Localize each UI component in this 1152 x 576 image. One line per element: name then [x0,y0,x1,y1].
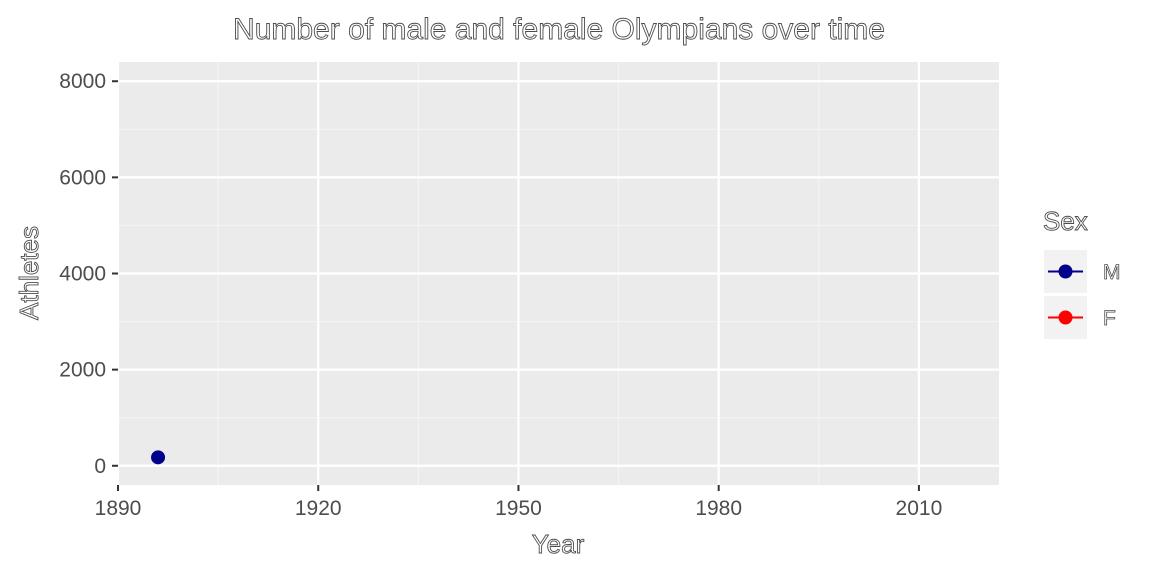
x-tick-label: 1920 [295,497,342,520]
data-point-m [151,450,166,465]
legend-label-m: M [1103,261,1121,284]
y-axis: 0 2000 4000 6000 8000 [59,70,118,478]
legend-label-f: F [1103,307,1116,330]
x-tick-label: 2010 [896,497,943,520]
y-axis-title: Athletes [14,226,44,320]
data-points [151,450,166,465]
y-tick-label: 8000 [59,70,106,93]
y-tick-label: 2000 [59,359,106,382]
x-axis-title: Year [532,529,585,559]
legend-key-point [1058,264,1073,279]
legend: Sex MF [1043,206,1121,339]
legend-title: Sex [1043,206,1088,236]
legend-key-point [1058,310,1073,325]
x-tick-label: 1980 [695,497,742,520]
y-tick-label: 0 [94,455,106,478]
minor-grid [118,62,999,485]
chart-title: Number of male and female Olympians over… [233,13,885,46]
x-tick-label: 1950 [495,497,542,520]
y-tick-label: 6000 [59,166,106,189]
x-tick-label: 1890 [95,497,142,520]
x-axis: 1890 1920 1950 1980 2010 [95,485,943,520]
y-tick-label: 4000 [59,263,106,286]
